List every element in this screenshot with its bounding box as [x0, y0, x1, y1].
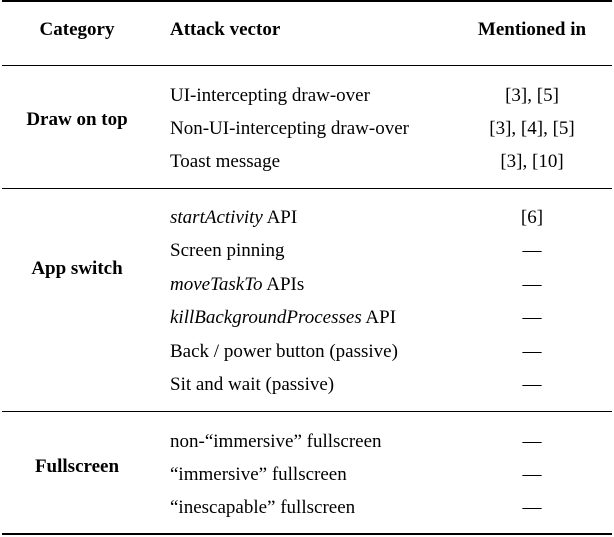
mentioned-in-cell: [3], [4], [5] — [489, 118, 575, 139]
mentioned-in-cell: — — [522, 497, 542, 518]
attack-vector-cell: non-“immersive” fullscreen — [170, 431, 382, 452]
group-rule — [2, 411, 612, 412]
mentioned-in-cell: — — [522, 307, 542, 328]
mentioned-in-cell: — — [522, 431, 542, 452]
mentioned-in-cell: — — [522, 374, 542, 395]
table-row: non-“immersive” fullscreen — — [2, 431, 612, 464]
attack-vector-cell: “inescapable” fullscreen — [170, 497, 356, 518]
mentioned-in-cell: — — [522, 464, 542, 485]
attack-vector-cell: moveTaskTo APIs — [170, 274, 305, 295]
table-row: Non-UI-intercepting draw-over [3], [4], … — [2, 118, 612, 151]
attack-vector-cell: Toast message — [170, 151, 281, 172]
group-label-fullscreen: Fullscreen — [34, 456, 120, 477]
table-row: killBackgroundProcesses API — — [2, 307, 612, 340]
mentioned-in-cell: [6] — [520, 207, 544, 228]
group-label-draw-on-top: Draw on top — [26, 109, 128, 130]
header-mentioned-in: Mentioned in — [477, 19, 587, 40]
header-attack-vector: Attack vector — [170, 19, 281, 40]
attack-vector-cell: Non-UI-intercepting draw-over — [170, 118, 409, 139]
header-rule — [2, 65, 612, 66]
table-top-rule — [2, 0, 612, 2]
table-bottom-rule — [2, 533, 612, 535]
mentioned-in-cell: — — [522, 274, 542, 295]
table-row: startActivity API [6] — [2, 207, 612, 240]
mentioned-in-cell: — — [522, 341, 542, 362]
header-category: Category — [39, 19, 115, 40]
table-row: Toast message [3], [10] — [2, 151, 612, 184]
table-row: “immersive” fullscreen — — [2, 464, 612, 497]
table-row: Screen pinning — — [2, 240, 612, 273]
table-row: moveTaskTo APIs — — [2, 274, 612, 307]
table-row: Back / power button (passive) — — [2, 341, 612, 374]
attack-vector-cell: “immersive” fullscreen — [170, 464, 347, 485]
group-label-app-switch: App switch — [31, 258, 123, 279]
attack-vector-cell: UI-intercepting draw-over — [170, 85, 370, 106]
table-row: UI-intercepting draw-over [3], [5] — [2, 85, 612, 118]
attack-vector-cell: Sit and wait (passive) — [170, 374, 335, 395]
attack-vector-cell: Screen pinning — [170, 240, 285, 261]
table-header: Category Attack vector Mentioned in — [2, 0, 612, 64]
table-row: Sit and wait (passive) — — [2, 374, 612, 407]
mentioned-in-cell: [3], [10] — [500, 151, 564, 172]
attack-vector-cell: Back / power button (passive) — [170, 341, 398, 362]
group-rule — [2, 188, 612, 189]
attack-vector-cell: killBackgroundProcesses API — [170, 307, 397, 328]
mentioned-in-cell: — — [522, 240, 542, 261]
mentioned-in-cell: [3], [5] — [505, 85, 559, 106]
table-row: “inescapable” fullscreen — — [2, 497, 612, 530]
attack-vector-cell: startActivity API — [170, 207, 298, 228]
